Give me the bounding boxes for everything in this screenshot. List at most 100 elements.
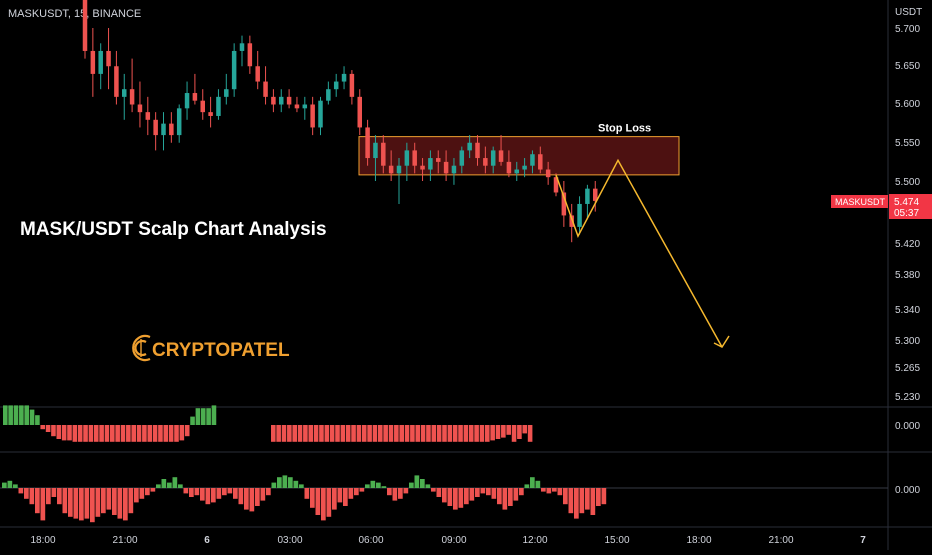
histogram-bar (147, 425, 153, 442)
histogram-bar (359, 488, 365, 492)
histogram-bar (62, 488, 68, 514)
histogram-bar (2, 482, 7, 488)
histogram-bar (343, 488, 348, 506)
histogram-bar (394, 425, 399, 442)
candle-body (114, 66, 119, 97)
candle-body (137, 104, 143, 113)
candle-body (279, 96, 284, 105)
candle-body (224, 89, 229, 97)
candle-body (90, 50, 96, 74)
histogram-bar (399, 425, 404, 442)
price-tick-label: 5.700 (895, 24, 920, 35)
histogram-bar (8, 405, 13, 425)
candlestick-series (82, 0, 598, 243)
candle-body (498, 150, 504, 162)
histogram-bar (303, 425, 308, 442)
histogram-bar (115, 425, 120, 442)
time-tick-label: 15:00 (604, 535, 629, 546)
candle-body (239, 43, 245, 51)
histogram-bar (281, 425, 287, 442)
histogram-bar (158, 425, 163, 442)
candle-body (326, 89, 331, 101)
histogram-bar (335, 425, 340, 442)
histogram-bar (546, 488, 552, 494)
histogram-bar (172, 477, 178, 488)
time-tick-label: 6 (204, 535, 210, 546)
histogram-bar (110, 425, 115, 442)
histogram-bar (95, 488, 101, 517)
price-tick-label: 5.650 (895, 61, 920, 72)
histogram-bar (530, 477, 535, 488)
histogram-bar (152, 425, 158, 442)
stop-loss-zone[interactable] (358, 136, 680, 176)
time-tick-label: 21:00 (112, 535, 137, 546)
histogram-bar (3, 405, 8, 425)
histogram-bar (376, 482, 381, 488)
histogram-bar (72, 425, 78, 442)
time-tick-label: 7 (860, 535, 866, 546)
candle-body (475, 142, 480, 159)
indicator-histogram-1[interactable] (3, 405, 533, 442)
candle-body (106, 50, 111, 67)
indicator-2-zero-label: 0.000 (895, 485, 920, 496)
histogram-bar (480, 488, 486, 494)
candle-body (412, 150, 417, 166)
histogram-bar (535, 480, 541, 488)
histogram-bar (293, 480, 299, 488)
time-tick-label: 18:00 (686, 535, 711, 546)
histogram-bar (452, 425, 458, 442)
histogram-bar (179, 425, 185, 441)
histogram-bar (145, 488, 150, 496)
arrowhead-icon (713, 335, 730, 348)
histogram-bar (381, 486, 387, 488)
histogram-bar (506, 425, 511, 435)
candle-body (161, 123, 166, 136)
histogram-bar (541, 488, 546, 492)
candle-body (428, 158, 433, 170)
histogram-bar (442, 488, 447, 503)
histogram-bar (233, 488, 238, 499)
histogram-bar (83, 425, 88, 442)
histogram-bar (211, 488, 216, 503)
price-axis[interactable]: 5.700 5.650 5.600 5.550 5.500 5.420 5.380 5.340… (895, 24, 920, 403)
histogram-bar (490, 425, 495, 441)
histogram-bar (508, 488, 513, 506)
histogram-bar (211, 405, 217, 425)
symbol-header[interactable]: MASKUSDT, 15, BINANCE (8, 8, 141, 20)
histogram-bar (73, 488, 79, 519)
histogram-bar (35, 488, 40, 514)
candle-body (545, 169, 551, 178)
histogram-bar (51, 425, 56, 437)
symbol-tag-label: MASKUSDT (835, 197, 886, 207)
histogram-bar (356, 425, 362, 442)
histogram-bar (308, 425, 314, 442)
histogram-bar (136, 425, 142, 442)
histogram-bar (104, 425, 110, 442)
candle-body (271, 96, 276, 105)
histogram-bar (398, 488, 403, 499)
time-tick-label: 03:00 (277, 535, 302, 546)
candle-body (443, 161, 449, 174)
histogram-bar (93, 425, 99, 442)
histogram-bar (40, 488, 46, 521)
candle-body (522, 165, 527, 170)
candle-body (318, 100, 323, 128)
indicator-histogram-2[interactable] (2, 475, 607, 523)
histogram-bar (282, 475, 288, 488)
histogram-bar (590, 488, 596, 515)
time-axis[interactable]: 18:00 21:00 6 03:00 06:00 09:00 12:00 15:00 18:0… (30, 535, 866, 546)
candle-body (216, 96, 221, 116)
histogram-bar (365, 484, 370, 488)
price-tick-label: 5.380 (895, 270, 920, 281)
last-price-tag[interactable]: MASKUSDT 5.474 05:37 (831, 194, 932, 219)
brand-logo-icon (132, 334, 151, 362)
histogram-bar (216, 488, 222, 499)
histogram-bar (150, 488, 156, 492)
price-tag-bg (889, 194, 932, 219)
histogram-bar (552, 488, 557, 492)
projection-path[interactable] (555, 158, 723, 348)
histogram-bar (299, 484, 304, 488)
candle-body (561, 192, 567, 216)
histogram-bar (163, 425, 169, 442)
